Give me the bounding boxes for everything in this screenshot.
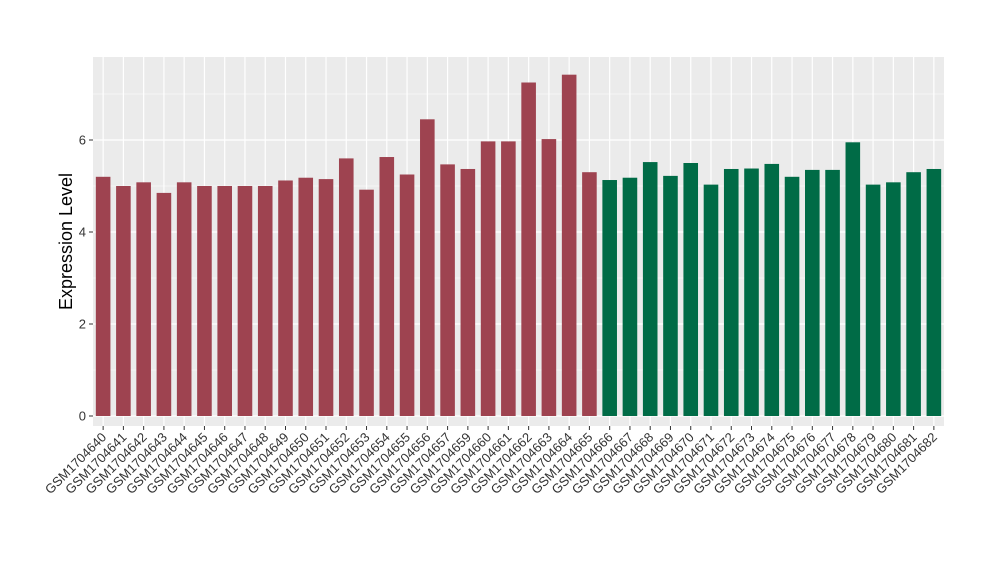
bar-GSM1704648 [257,186,273,416]
bar-GSM1704653 [359,189,374,416]
bar-GSM1704672 [723,168,739,416]
bar-GSM1704642 [136,182,151,416]
bar-GSM1704678 [845,142,861,417]
bar-GSM1704669 [663,175,678,416]
y-tick-label: 4 [79,225,86,240]
bar-GSM1704681 [906,172,921,416]
bar-GSM1704640 [95,176,111,416]
y-axis: 0 2 4 6 [79,133,93,424]
bar-GSM1704661 [501,141,516,416]
bar-GSM1704673 [744,168,759,416]
bar-GSM1704679 [865,184,881,416]
bar-GSM1704664 [561,74,577,417]
bar-GSM1704657 [440,164,455,416]
bar-GSM1704655 [399,174,415,416]
bar-GSM1704644 [176,182,192,416]
plot-panel [93,57,944,426]
bar-GSM1704663 [541,139,557,416]
bar-GSM1704649 [278,180,293,416]
bar-GSM1704667 [622,177,638,416]
y-axis-title: Expression Level [56,173,76,310]
bar-GSM1704662 [521,82,536,416]
bar-GSM1704668 [642,162,658,416]
bar-GSM1704641 [116,186,131,416]
y-tick-label: 0 [79,409,86,424]
x-axis: GSM1704640GSM1704641GSM1704642GSM1704643… [42,426,940,497]
y-tick-label: 6 [79,133,86,148]
bar-GSM1704676 [805,169,820,416]
bar-GSM1704643 [156,192,172,416]
bar-GSM1704652 [338,158,354,416]
bar-GSM1704675 [784,176,800,416]
bar-GSM1704666 [602,180,617,416]
bar-GSM1704670 [683,163,699,416]
bar-GSM1704682 [926,168,942,416]
bar-GSM1704680 [886,182,901,416]
bar-GSM1704674 [764,163,780,416]
bar-GSM1704659 [460,168,476,416]
bar-GSM1704647 [237,186,253,416]
y-tick-label: 2 [79,317,86,332]
bar-GSM1704646 [217,186,232,416]
bars [95,74,942,417]
bar-GSM1704656 [420,119,435,417]
bar-GSM1704660 [480,141,496,416]
bar-GSM1704645 [197,186,212,416]
bar-GSM1704650 [298,177,314,416]
bar-GSM1704665 [582,172,597,416]
bar-GSM1704654 [379,157,395,416]
bar-GSM1704671 [703,184,719,416]
bar-GSM1704677 [825,169,840,416]
bar-GSM1704651 [318,179,334,416]
